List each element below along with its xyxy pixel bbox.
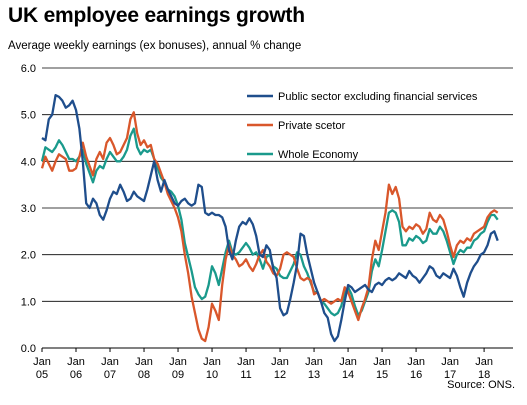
series-line-2 <box>40 127 499 317</box>
chart-title: UK employee earnings growth <box>8 4 305 27</box>
x-tick-label-month: Jan <box>33 356 51 368</box>
x-tick-label-month: Jan <box>339 356 357 368</box>
x-tick-label-month: Jan <box>101 356 119 368</box>
x-tick-label-month: Jan <box>407 356 425 368</box>
x-tick-label-year: 09 <box>172 369 184 381</box>
x-tick-label-year: 15 <box>376 369 388 381</box>
legend-label: Private scetor <box>278 120 346 132</box>
x-tick-label-year: 10 <box>206 369 218 381</box>
legend-label: Whole Economy <box>278 149 359 161</box>
x-tick-label-year: 11 <box>240 369 251 381</box>
x-tick-label-year: 05 <box>36 369 48 381</box>
series-line-0 <box>41 93 499 343</box>
x-tick-label-month: Jan <box>135 356 153 368</box>
x-tick-label-month: Jan <box>475 356 493 368</box>
legend-label: Public sector excluding financial servic… <box>278 91 478 103</box>
y-tick-label: 6.0 <box>21 63 36 75</box>
x-tick-label-year: 08 <box>138 369 150 381</box>
x-tick-label-month: Jan <box>441 356 459 368</box>
y-tick-label: 2.0 <box>21 250 36 262</box>
x-axis-ticks: Jan05Jan06Jan07Jan08Jan09Jan10Jan11Jan12… <box>33 348 493 381</box>
x-tick-label-month: Jan <box>373 356 391 368</box>
x-tick-label-month: Jan <box>271 356 289 368</box>
x-tick-label-month: Jan <box>237 356 255 368</box>
series-line-1 <box>40 111 499 343</box>
x-tick-label-month: Jan <box>203 356 221 368</box>
x-tick-label-month: Jan <box>305 356 323 368</box>
source-note: Source: ONS. <box>447 379 515 391</box>
x-tick-label-year: 13 <box>308 369 320 381</box>
y-tick-label: 4.0 <box>21 156 36 168</box>
y-tick-label: 1.0 <box>21 296 36 308</box>
x-tick-label-year: 12 <box>274 369 286 381</box>
y-axis-ticks: 0.0 1.0 2.0 3.0 4.0 5.0 6.0 <box>21 63 36 355</box>
y-tick-label: 0.0 <box>21 343 36 355</box>
x-tick-label-year: 18 <box>478 369 490 381</box>
x-tick-label-month: Jan <box>169 356 187 368</box>
x-tick-label-year: 06 <box>70 369 82 381</box>
x-tick-label-year: 07 <box>104 369 116 381</box>
y-tick-label: 3.0 <box>21 203 36 215</box>
y-tick-label: 5.0 <box>21 110 36 122</box>
series-lines <box>40 93 499 343</box>
x-tick-label-year: 16 <box>410 369 422 381</box>
x-tick-label-month: Jan <box>67 356 85 368</box>
x-tick-label-year: 17 <box>444 369 456 381</box>
legend: Public sector excluding financial servic… <box>247 91 478 161</box>
x-tick-label-year: 14 <box>342 369 354 381</box>
chart-subtitle: Average weekly earnings (ex bonuses), an… <box>8 40 302 52</box>
gridlines <box>42 67 513 349</box>
